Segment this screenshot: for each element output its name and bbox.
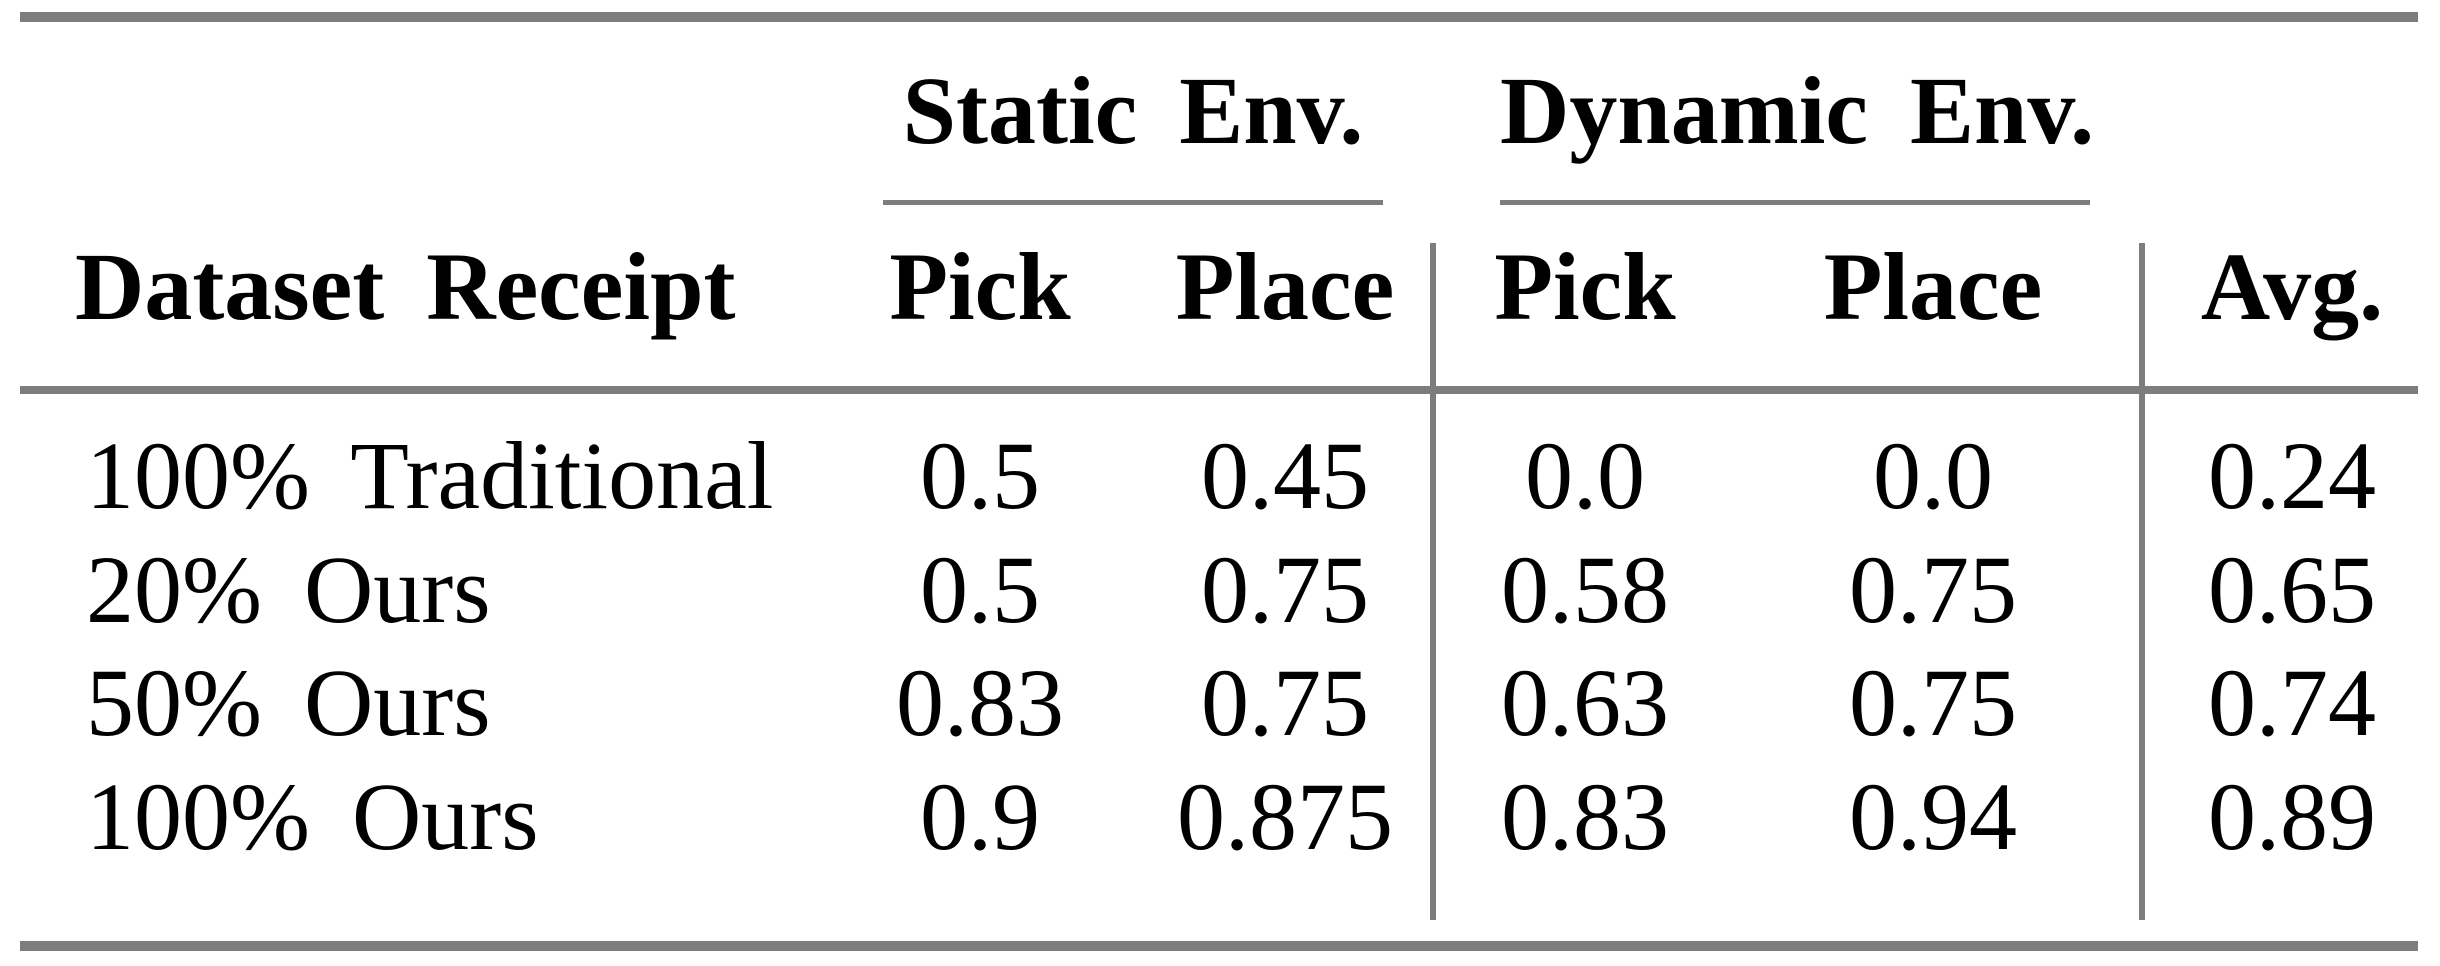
- cell-static-pick: 0.9: [920, 763, 1040, 870]
- header-rule: [20, 386, 2418, 394]
- cell-static-pick: 0.83: [896, 649, 1064, 756]
- cell-dynamic-place: 0.75: [1849, 536, 2017, 643]
- row-label: 100% Traditional: [86, 422, 774, 529]
- column-group-static-env: Static Env.: [902, 57, 1364, 164]
- cell-dynamic-place: 0.94: [1849, 763, 2017, 870]
- cell-dynamic-place: 0.0: [1873, 422, 1993, 529]
- cell-static-place: 0.75: [1201, 649, 1369, 756]
- cell-avg: 0.74: [2208, 649, 2376, 756]
- row-label: 100% Ours: [86, 763, 539, 870]
- vertical-separator-static-dynamic: [1430, 243, 1436, 920]
- cell-static-place: 0.75: [1201, 536, 1369, 643]
- vertical-separator-dynamic-avg: [2139, 243, 2145, 920]
- cell-dynamic-place: 0.75: [1849, 649, 2017, 756]
- cell-static-pick: 0.5: [920, 422, 1040, 529]
- cell-static-pick: 0.5: [920, 536, 1040, 643]
- cell-static-place: 0.45: [1201, 422, 1369, 529]
- cell-avg: 0.65: [2208, 536, 2376, 643]
- header-avg: Avg.: [2200, 233, 2384, 340]
- header-static-pick: Pick: [889, 233, 1071, 340]
- row-label: 20% Ours: [86, 536, 491, 643]
- cell-avg: 0.89: [2208, 763, 2376, 870]
- cell-dynamic-pick: 0.58: [1501, 536, 1669, 643]
- header-dataset-receipt: Dataset Receipt: [75, 233, 736, 340]
- cell-dynamic-pick: 0.63: [1501, 649, 1669, 756]
- column-group-dynamic-env: Dynamic Env.: [1500, 57, 2095, 164]
- cell-dynamic-pick: 0.0: [1525, 422, 1645, 529]
- cell-avg: 0.24: [2208, 422, 2376, 529]
- header-dynamic-pick: Pick: [1494, 233, 1676, 340]
- header-static-place: Place: [1175, 233, 1395, 340]
- top-rule: [20, 12, 2418, 22]
- cell-static-place: 0.875: [1177, 763, 1393, 870]
- cmidrule-dynamic: [1500, 200, 2090, 205]
- cmidrule-static: [883, 200, 1383, 205]
- row-label: 50% Ours: [86, 649, 491, 756]
- cell-dynamic-pick: 0.83: [1501, 763, 1669, 870]
- header-dynamic-place: Place: [1823, 233, 2043, 340]
- bottom-rule: [20, 941, 2418, 951]
